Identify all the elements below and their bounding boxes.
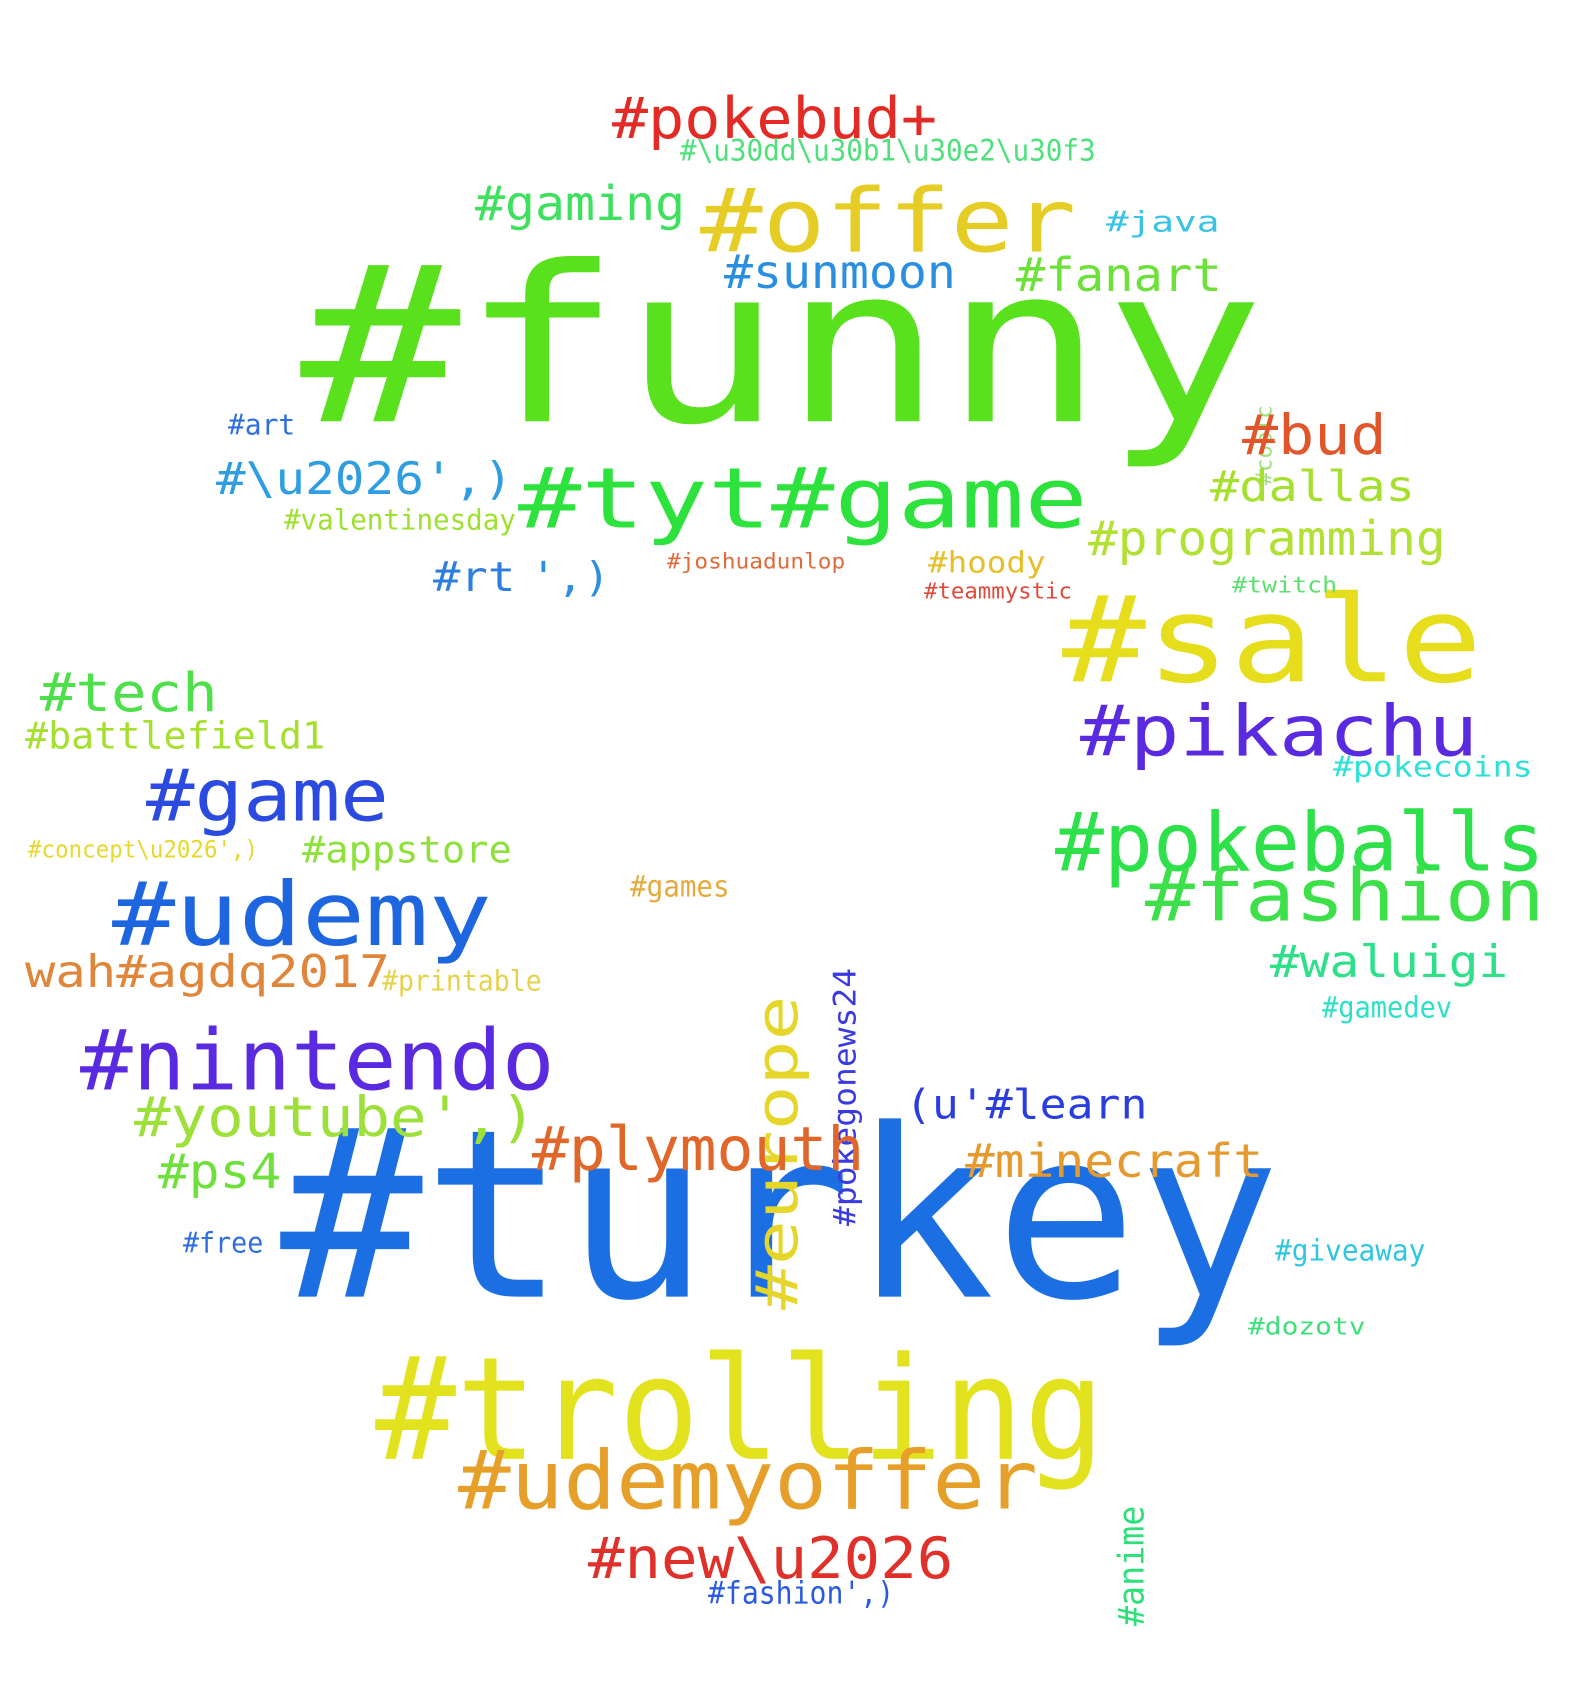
word-game: #game <box>146 754 389 838</box>
word-free: #free <box>183 1227 264 1260</box>
word-udemyoffer: #udemyoffer <box>458 1432 1038 1528</box>
word-printable: #printable <box>382 965 542 998</box>
word-wah-agdq2017: wah#agdq2017 <box>25 946 390 998</box>
word-new-ellipsis: #new\u2026 <box>588 1524 954 1592</box>
word-pokegonews24: #pokegonews24 <box>827 967 864 1226</box>
word-ellipsis-tuple: #\u2026',) <box>216 453 513 505</box>
word-art: #art <box>228 409 296 442</box>
word-fanart: #fanart <box>1016 248 1222 302</box>
word-joshuadunlop: #joshuadunlop <box>667 550 846 574</box>
word-tyt-game: #tyt#game <box>518 450 1088 548</box>
word-hoody: #hoody <box>928 545 1046 580</box>
word-bud: #bud <box>1242 403 1387 468</box>
word-sunmoon: #sunmoon <box>724 245 956 299</box>
word-offer: #offer <box>700 170 1077 273</box>
word-sale: #sale <box>1062 569 1483 710</box>
word-valentinesday: #valentinesday <box>284 504 516 537</box>
word-waluigi: #waluigi <box>1270 936 1509 988</box>
word-giveaway: #giveaway <box>1275 1233 1426 1268</box>
word-youtube-tuple: #youtube',) <box>134 1085 537 1150</box>
word-udemy: #udemy <box>112 862 492 966</box>
word-twitch: #twitch <box>1232 572 1338 598</box>
word-java: #java <box>1106 206 1220 239</box>
word-learn: (u'#learn <box>905 1081 1148 1129</box>
word-pikachu: #pikachu <box>1080 689 1479 772</box>
word-appstore: #appstore <box>302 829 512 872</box>
word-nintendo: #nintendo <box>80 1012 555 1110</box>
word-quote-tuple: ',) <box>530 552 611 601</box>
word-gaming: #gaming <box>475 176 686 232</box>
word-rt: #rt <box>433 552 516 601</box>
word-concept: #concept\u2026',) <box>28 836 259 864</box>
word-dallas: #dallas <box>1210 461 1415 511</box>
word-dozotv: #dozotv <box>1248 1313 1366 1341</box>
word-plymouth: #plymouth <box>532 1115 865 1185</box>
word-pokecoins: #pokecoins <box>1333 751 1533 784</box>
word-turkey: #turkey <box>280 1078 1281 1352</box>
word-minecraft: #minecraft <box>965 1134 1264 1188</box>
word-tech: #tech <box>40 661 218 724</box>
word-gamedev: #gamedev <box>1322 990 1453 1025</box>
word-games: #games <box>630 869 730 904</box>
word-anime: #anime <box>1111 1505 1152 1626</box>
word-trolling: #trolling <box>375 1326 1105 1493</box>
word-fashion: #fashion <box>1145 854 1545 938</box>
word-programming: #programming <box>1088 511 1446 567</box>
word-teammystic: #teammystic <box>924 578 1072 604</box>
word-funny: #funny <box>300 220 1265 473</box>
word-fashion-tuple: #fashion',) <box>708 1575 895 1612</box>
word-pokemon-escaped: #\u30dd\u30b1\u30e2\u30f3 <box>680 133 1096 168</box>
word-pokebud-plus: #pokebud+ <box>612 84 937 152</box>
word-battlefield1: #battlefield1 <box>25 715 326 758</box>
word-pokeballs: #pokeballs <box>1055 794 1545 890</box>
word-ps4: #ps4 <box>158 1144 282 1200</box>
